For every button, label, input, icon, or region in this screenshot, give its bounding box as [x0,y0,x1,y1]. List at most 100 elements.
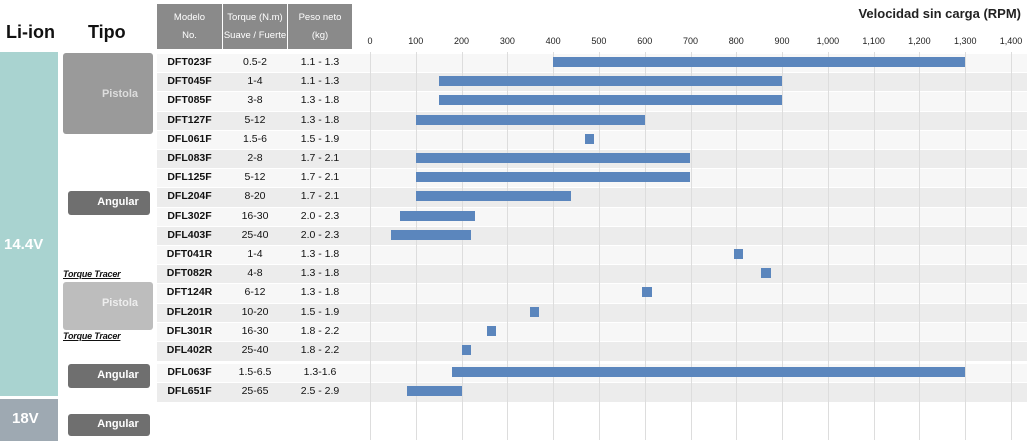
x-gridline [553,52,554,440]
x-gridline [599,52,600,440]
model-cell: DFL402R [166,344,213,356]
pistol-image-2 [63,282,153,330]
weight-cell: 1.7 - 2.1 [300,171,340,184]
x-tick-label: 700 [682,36,699,46]
voltage-band-14v [0,52,58,396]
torque-tracer-logo-2: Torque Tracer [63,331,121,341]
x-tick-label: 1,200 [908,36,931,46]
torque-cell: 16-30 [241,209,269,222]
torque-header-line2: Suave / Fuerte [223,30,287,41]
x-tick-label: 200 [454,36,470,46]
model-cell: DFL302F [167,209,212,222]
torque-tracer-logo-1: Torque Tracer [63,269,121,279]
tipo-header: Tipo [88,22,126,42]
weight-cell: 1.1 - 1.3 [300,75,340,88]
modelo-header-line1: Modelo [173,12,206,23]
speed-range-bar [642,287,652,298]
angular-image-3 [68,414,150,436]
model-cell: DFT045F [167,75,212,88]
angular-label-3: Angular [97,418,139,430]
x-gridline [507,52,508,440]
table-row [157,283,1027,304]
x-gridline [828,52,829,440]
model-cell: DFT023F [167,56,212,68]
table-row [157,206,1027,227]
weight-cell: 1.3 - 1.8 [300,248,340,260]
model-cell: DFL125F [167,171,212,184]
speed-range-bar [733,249,744,259]
model-cell: DFT127F [167,113,212,126]
torque-cell: 25-40 [241,344,269,356]
pistol-label-2: Pistola [101,297,139,309]
weight-cell: 1.7 - 2.1 [300,152,340,164]
speed-range-bar [399,210,476,221]
table-row [157,302,1027,323]
modelo-header-cell [157,4,222,49]
model-cell: DFL083F [167,152,212,164]
model-cell: DFT082R [166,267,213,280]
speed-range-bar [390,229,471,240]
weight-cell: 1.3 - 1.8 [300,267,340,280]
pistol-image-1 [63,53,153,134]
model-cell: DFT085F [167,94,212,107]
speed-range-bar [415,153,691,163]
x-gridline [874,52,875,440]
speed-range-bar [415,172,691,183]
x-tick-label: 300 [499,36,515,46]
voltage-label-14v: 14.4V [4,236,44,253]
voltage-band-18v [0,399,58,441]
weight-cell: 1.5 - 1.9 [300,305,340,318]
torque-cell: 1-4 [247,75,263,88]
torque-cell: 4-8 [247,267,263,280]
speed-range-bar [585,133,595,144]
x-gridline [370,52,371,440]
torque-cell: 25-65 [241,385,269,398]
weight-cell: 1.3 - 1.8 [300,286,340,299]
x-tick-label: 1,100 [862,36,885,46]
pistol-label-1: Pistola [101,88,139,100]
torque-header-line1: Torque (N.m) [227,12,283,23]
liion-header: Li-ion [6,22,55,42]
angular-image-1 [68,191,150,215]
torque-cell: 16-30 [241,324,269,337]
speed-range-bar [761,268,771,279]
x-tick-label: 500 [591,36,607,46]
weight-cell: 1.5 - 1.9 [300,132,340,145]
model-cell: DFL301R [166,324,213,337]
torque-cell: 0.5-2 [243,56,267,68]
speed-range-bar [530,306,540,317]
weight-cell: 1.3 - 1.8 [300,113,340,126]
weight-cell: 2.0 - 2.3 [300,228,340,241]
peso-header-line1: Peso neto [298,12,342,23]
x-tick-label: 600 [637,36,653,46]
torque-cell: 8-20 [244,190,266,203]
x-tick-label: 1,000 [816,36,840,46]
x-tick-label: 100 [408,36,424,46]
torque-cell: 2-8 [247,152,263,164]
x-tick-label: 1,400 [999,36,1023,46]
torque-cell: 1.5-6 [243,132,267,145]
weight-cell: 2.5 - 2.9 [300,385,340,398]
speed-range-bar [461,345,471,355]
x-tick-label: 800 [728,36,744,46]
weight-cell: 1.8 - 2.2 [300,344,340,356]
model-cell: DFL651F [167,385,212,398]
chart-title: Velocidad sin carga (RPM) [858,6,1021,21]
x-gridline [462,52,463,440]
x-gridline [782,52,783,440]
x-tick-label: 1,300 [953,36,977,46]
model-cell: DFL063F [167,366,212,379]
weight-cell: 1.3 - 1.8 [300,94,340,107]
x-tick-label: 900 [774,36,790,46]
model-cell: DFL403F [167,228,212,241]
model-cell: DFL201R [166,305,213,318]
table-row [157,321,1027,342]
model-cell: DFL204F [167,190,212,203]
torque-cell: 25-40 [241,228,269,241]
speed-range-bar [406,386,462,397]
torque-cell: 5-12 [244,113,266,126]
table-row [157,245,1027,265]
speed-range-bar [438,76,783,87]
peso-header-cell [288,4,352,49]
